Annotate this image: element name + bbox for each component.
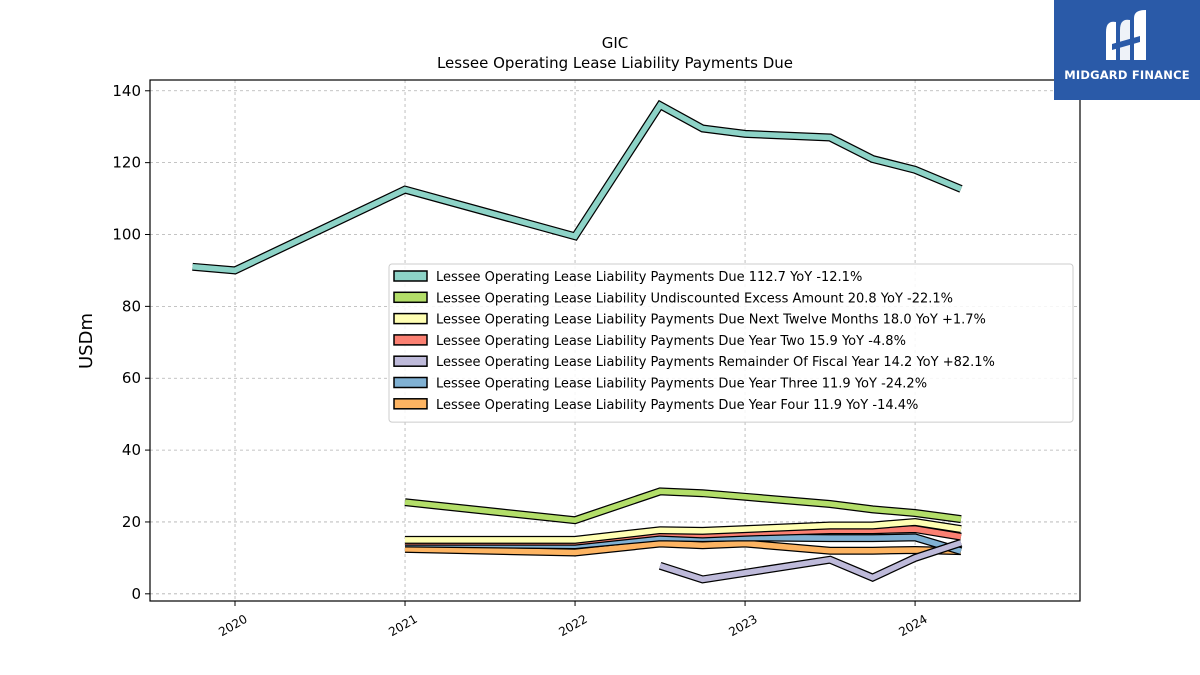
y-tick-label: 40 [122, 441, 141, 459]
chart-subtitle: Lessee Operating Lease Liability Payment… [437, 54, 793, 72]
legend: Lessee Operating Lease Liability Payment… [388, 263, 1074, 423]
y-tick-label: 120 [112, 154, 141, 172]
legend-swatch [393, 398, 428, 410]
legend-label: Lessee Operating Lease Liability Payment… [436, 398, 918, 413]
y-tick-label: 80 [122, 297, 141, 315]
midgard-logo-icon [1106, 10, 1146, 60]
series-line [404, 487, 962, 525]
series-line [192, 99, 963, 275]
legend-label: Lessee Operating Lease Liability Payment… [436, 355, 995, 370]
x-tick-label: 2023 [726, 612, 759, 639]
x-tick-label: 2021 [386, 612, 419, 639]
y-tick-label: 20 [122, 513, 141, 531]
logo-text: MIDGARD FINANCE [1064, 68, 1190, 82]
series-line-fill [404, 540, 962, 556]
series-line-fill [192, 101, 963, 274]
series-line-outline [192, 99, 963, 275]
legend-label: Lessee Operating Lease Liability Payment… [436, 313, 986, 328]
legend-label: Lessee Operating Lease Liability Payment… [436, 377, 927, 392]
series-line [658, 539, 963, 584]
series-line-outline [404, 487, 962, 525]
legend-label: Lessee Operating Lease Liability Payment… [436, 270, 862, 285]
series-layer [192, 99, 963, 584]
plot-frame [149, 79, 1081, 602]
y-tick-label: 140 [112, 82, 141, 100]
brand-logo: MIDGARD FINANCE [1054, 0, 1200, 100]
legend-swatch [393, 291, 428, 304]
series-line [405, 517, 962, 544]
legend-swatch [393, 355, 428, 367]
x-tick-label: 2020 [216, 612, 249, 639]
legend-label: Lessee Operating Lease Liability Undisco… [436, 291, 953, 306]
x-tick-label: 2022 [556, 612, 589, 639]
legend-label: Lessee Operating Lease Liability Payment… [436, 334, 906, 349]
y-axis-label: USDm [76, 313, 97, 369]
legend-swatch [393, 376, 428, 389]
y-tick-label: 0 [131, 585, 141, 603]
legend-swatch [393, 334, 428, 346]
y-tick-label: 100 [112, 226, 141, 244]
x-tick-label: 2024 [896, 612, 929, 639]
legend-swatch [393, 270, 428, 282]
chart-title: GIC [602, 34, 629, 52]
y-tick-label: 60 [122, 369, 141, 387]
series-line-fill [404, 488, 962, 523]
legend-swatch [393, 312, 428, 325]
legend-box [388, 263, 1074, 423]
series-line [404, 539, 962, 557]
series-line-fill [659, 540, 962, 583]
series-line-fill [405, 519, 962, 543]
